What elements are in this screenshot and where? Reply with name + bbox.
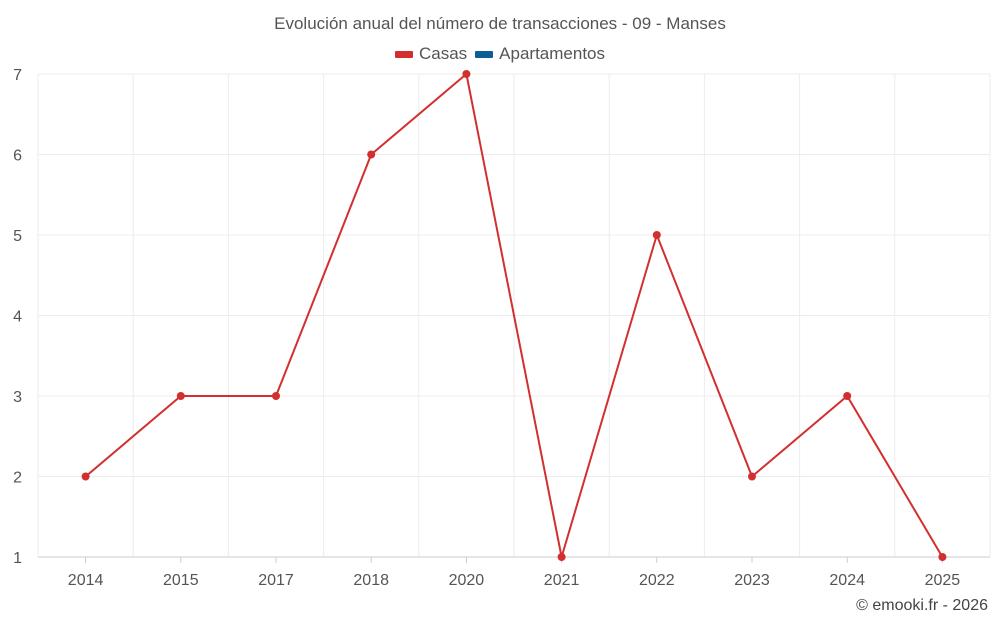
y-tick-label: 4 (13, 309, 22, 326)
legend-item-apartamentos[interactable]: Apartamentos (475, 44, 605, 64)
data-point (652, 231, 661, 239)
y-tick-label: 1 (13, 550, 22, 567)
series-line-casas (84, 73, 944, 558)
y-tick-label: 5 (13, 228, 22, 245)
x-tick-label: 2015 (163, 572, 199, 589)
x-tick-label: 2022 (639, 572, 675, 589)
y-tick-label: 6 (13, 148, 22, 165)
data-point (557, 553, 566, 561)
data-point (81, 472, 90, 481)
x-tick-label: 2023 (734, 572, 770, 589)
legend-label-apartamentos: Apartamentos (499, 44, 606, 63)
chart-title: Evolución anual del número de transaccio… (274, 14, 726, 33)
x-tick-label: 2025 (925, 572, 961, 589)
y-tick-label: 2 (13, 470, 22, 487)
data-point (462, 70, 471, 78)
x-tick-label: 2018 (353, 572, 389, 589)
legend-swatch-apartamentos (475, 50, 494, 58)
legend: Casas Apartamentos (0, 44, 1000, 64)
legend-item-casas[interactable]: Casas (394, 44, 468, 64)
x-tick-label: 2020 (449, 572, 485, 589)
x-tick-label: 2021 (544, 572, 580, 589)
y-tick-label: 3 (13, 389, 22, 406)
data-point (843, 392, 852, 400)
data-point (748, 472, 756, 481)
x-tick-label: 2014 (68, 572, 104, 589)
x-tick-label: 2017 (258, 572, 294, 589)
y-tick-label: 7 (13, 67, 22, 84)
data-point (938, 553, 947, 561)
legend-label-casas: Casas (418, 44, 468, 63)
data-point (176, 392, 185, 400)
data-point (367, 150, 376, 159)
x-tick-label: 2024 (829, 572, 865, 589)
credit-text: © emooki.fr - 2026 (856, 597, 988, 614)
data-point (272, 392, 280, 400)
legend-swatch-casas (394, 50, 413, 58)
